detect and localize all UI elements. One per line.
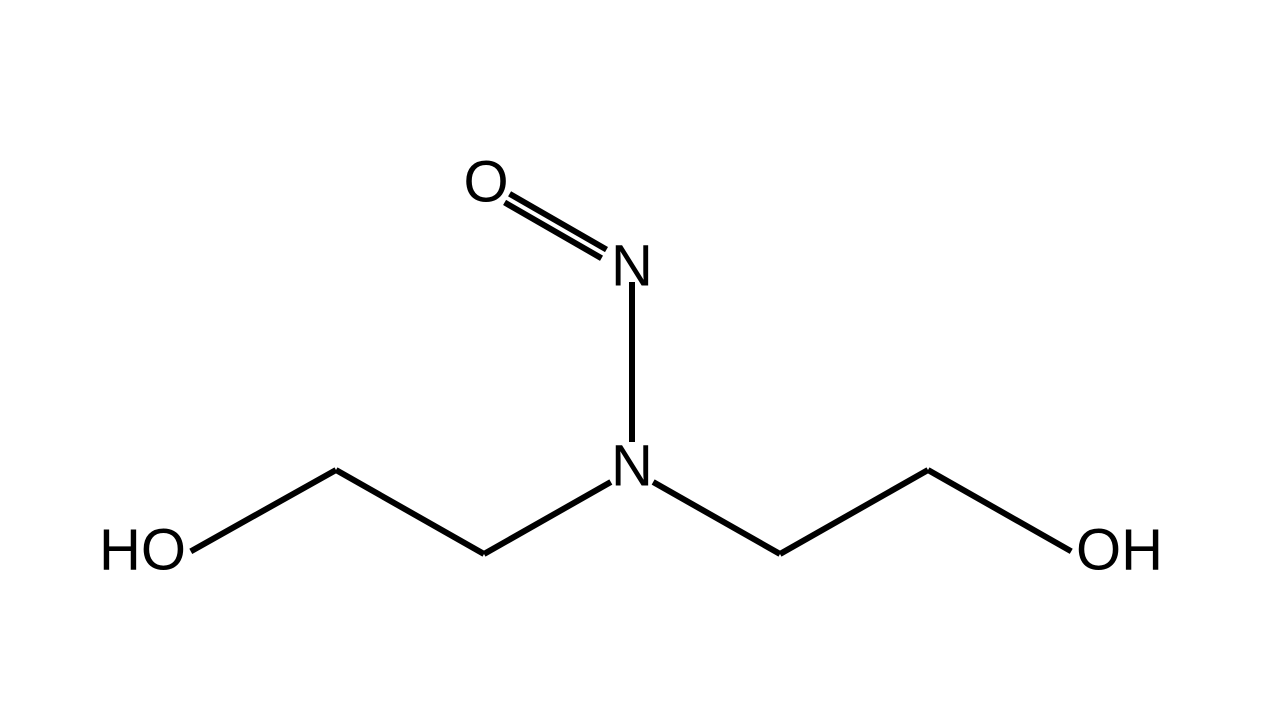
bond-single — [336, 470, 484, 554]
bond-double — [510, 194, 607, 250]
chemical-structure-diagram: HO N OH N O — [0, 0, 1280, 720]
atom-label-o_left: HO — [99, 517, 186, 582]
atom-label-o_right: OH — [1076, 517, 1163, 582]
atom-label-n_top: N — [611, 233, 653, 298]
atom-label-n_center: N — [611, 433, 653, 498]
bond-single — [191, 470, 336, 551]
bond-single — [484, 482, 611, 554]
bond-single — [780, 470, 928, 554]
bond-double — [505, 202, 602, 258]
atom-label-o_top: O — [463, 149, 508, 214]
bond-single — [653, 482, 780, 554]
bond-single — [928, 470, 1071, 551]
